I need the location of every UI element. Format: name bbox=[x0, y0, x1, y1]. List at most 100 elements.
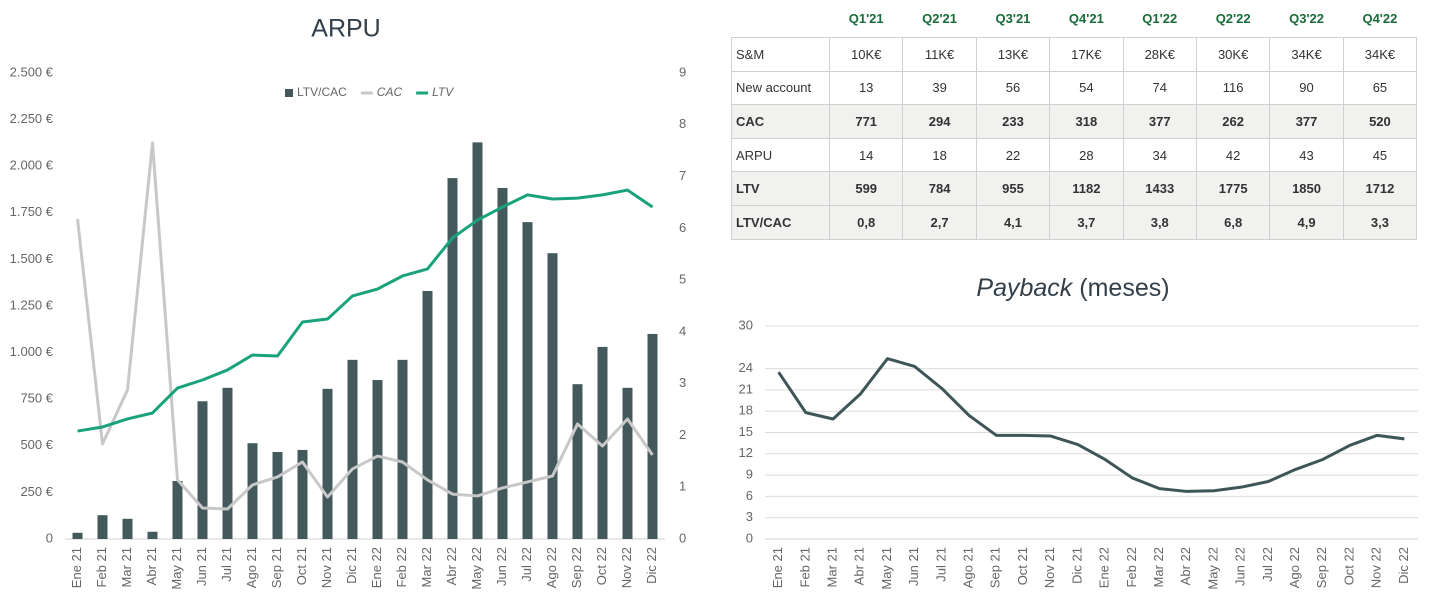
x-tick-label: Oct 21 bbox=[1015, 547, 1030, 585]
cell: 43 bbox=[1269, 137, 1344, 173]
metrics-table: Q1'21 Q2'21 Q3'21 Q4'21 Q1'22 Q2'22 Q3'22 Q4'22… bbox=[731, 0, 1418, 240]
cell: 18 bbox=[902, 137, 977, 173]
cell: 599 bbox=[828, 171, 904, 206]
row-label: CAC bbox=[731, 104, 830, 139]
x-tick-label: Mar 22 bbox=[1151, 547, 1166, 587]
x-tick-label: Nov 22 bbox=[1369, 547, 1384, 588]
x-tick-label: Jul 21 bbox=[219, 547, 234, 582]
x-tick-label: Oct 22 bbox=[1341, 547, 1356, 585]
bar bbox=[147, 531, 158, 539]
cell: 3,7 bbox=[1049, 204, 1124, 240]
y-tick-label: 0 bbox=[746, 530, 753, 545]
cell: 784 bbox=[902, 171, 977, 206]
cell: 39 bbox=[902, 70, 977, 106]
x-tick-label: Jun 21 bbox=[194, 547, 209, 586]
y-tick-label: 1.750 € bbox=[10, 204, 54, 219]
y-tick-label: 250 € bbox=[20, 484, 53, 499]
y-tick-label: 1.500 € bbox=[10, 251, 54, 266]
bar bbox=[272, 452, 283, 539]
y2-tick-label: 3 bbox=[679, 375, 686, 390]
x-tick-label: Jul 21 bbox=[933, 547, 948, 582]
bar bbox=[347, 359, 358, 539]
cell: 4,9 bbox=[1269, 204, 1344, 240]
x-tick-label: Nov 22 bbox=[619, 547, 634, 588]
x-tick-label: Ago 22 bbox=[1287, 547, 1302, 588]
cell: 10K€ bbox=[828, 37, 904, 72]
x-tick-label: Ene 22 bbox=[369, 547, 384, 588]
x-tick-label: Ene 21 bbox=[770, 547, 785, 588]
x-tick-label: Jul 22 bbox=[1260, 547, 1275, 582]
legend-label: LTV/CAC bbox=[297, 85, 347, 99]
bar bbox=[572, 384, 583, 539]
x-tick-label: Dic 22 bbox=[644, 547, 659, 584]
x-tick-label: Dic 22 bbox=[1396, 547, 1411, 584]
bar bbox=[647, 333, 658, 539]
y-tick-label: 500 € bbox=[20, 437, 53, 452]
cell: 14 bbox=[828, 137, 904, 173]
line bbox=[76, 141, 654, 511]
corner bbox=[732, 0, 830, 38]
cell: 74 bbox=[1122, 70, 1197, 106]
bar bbox=[447, 178, 458, 539]
y2-tick-label: 6 bbox=[679, 220, 686, 235]
y-tick-label: 18 bbox=[739, 403, 753, 418]
cell: 1182 bbox=[1049, 171, 1124, 206]
line bbox=[77, 188, 654, 433]
table-body: S&M 10K€ 11K€ 13K€ 17K€ 28K€ 30K€ 34K€ 34K€ New a… bbox=[731, 37, 1418, 240]
y2-tick-label: 5 bbox=[679, 272, 686, 287]
cell: 955 bbox=[975, 171, 1051, 206]
cell: 56 bbox=[975, 70, 1051, 106]
cell: 771 bbox=[828, 104, 904, 139]
y2-tick-label: 8 bbox=[679, 116, 686, 131]
x-tick-label: Ago 21 bbox=[244, 547, 259, 588]
bar bbox=[222, 387, 233, 539]
bar bbox=[622, 387, 633, 539]
legend-label: CAC bbox=[377, 85, 403, 99]
x-tick-label: Sep 22 bbox=[569, 547, 584, 588]
cell: 45 bbox=[1342, 137, 1418, 173]
x-tick-label: Ago 22 bbox=[544, 547, 559, 588]
legend-swatch bbox=[285, 89, 293, 97]
column-header: Q2'21 bbox=[922, 11, 958, 26]
x-tick-label: Abr 22 bbox=[1178, 547, 1193, 585]
y-tick-label: 9 bbox=[746, 467, 753, 482]
cell: 42 bbox=[1195, 137, 1271, 173]
cell: 13 bbox=[828, 70, 904, 106]
x-tick-label: Sep 22 bbox=[1314, 547, 1329, 588]
x-tick-label: May 22 bbox=[469, 547, 484, 590]
bar bbox=[372, 380, 383, 539]
cell: 116 bbox=[1195, 70, 1271, 106]
cell: 3,8 bbox=[1122, 204, 1197, 240]
cell: 0,8 bbox=[828, 204, 904, 240]
x-tick-label: Sep 21 bbox=[988, 547, 1003, 588]
y2-tick-label: 0 bbox=[679, 530, 686, 545]
y-tick-label: 1.250 € bbox=[10, 297, 54, 312]
x-tick-label: May 21 bbox=[169, 547, 184, 590]
cell: 90 bbox=[1269, 70, 1344, 106]
column-header: Q4'21 bbox=[1068, 11, 1104, 26]
title-unit: (meses) bbox=[1079, 274, 1169, 302]
chart-title: Payback (meses) bbox=[976, 274, 1169, 302]
table-row: New account 13 39 56 54 74 116 90 65 bbox=[731, 70, 1418, 106]
cell: 28K€ bbox=[1122, 37, 1197, 72]
cell: 30K€ bbox=[1195, 37, 1271, 72]
column-header: Q2'22 bbox=[1215, 11, 1251, 26]
cell: 65 bbox=[1342, 70, 1418, 106]
column-header: Q1'22 bbox=[1142, 11, 1178, 26]
y-tick-label: 12 bbox=[739, 445, 753, 460]
y-tick-label: 24 bbox=[739, 360, 753, 375]
cell: 1712 bbox=[1342, 171, 1418, 206]
x-tick-label: Mar 22 bbox=[419, 547, 434, 587]
cell: 17K€ bbox=[1049, 37, 1124, 72]
x-tick-label: May 22 bbox=[1205, 547, 1220, 590]
table-row: LTV/CAC 0,8 2,7 4,1 3,7 3,8 6,8 4,9 3,3 bbox=[731, 204, 1418, 240]
cell: 1775 bbox=[1195, 171, 1271, 206]
x-tick-label: Mar 21 bbox=[119, 547, 134, 587]
row-label: LTV/CAC bbox=[731, 204, 830, 240]
cell: 294 bbox=[902, 104, 977, 139]
cell: 34K€ bbox=[1269, 37, 1344, 72]
x-tick-label: Nov 21 bbox=[319, 547, 334, 588]
cell: 520 bbox=[1342, 104, 1418, 139]
